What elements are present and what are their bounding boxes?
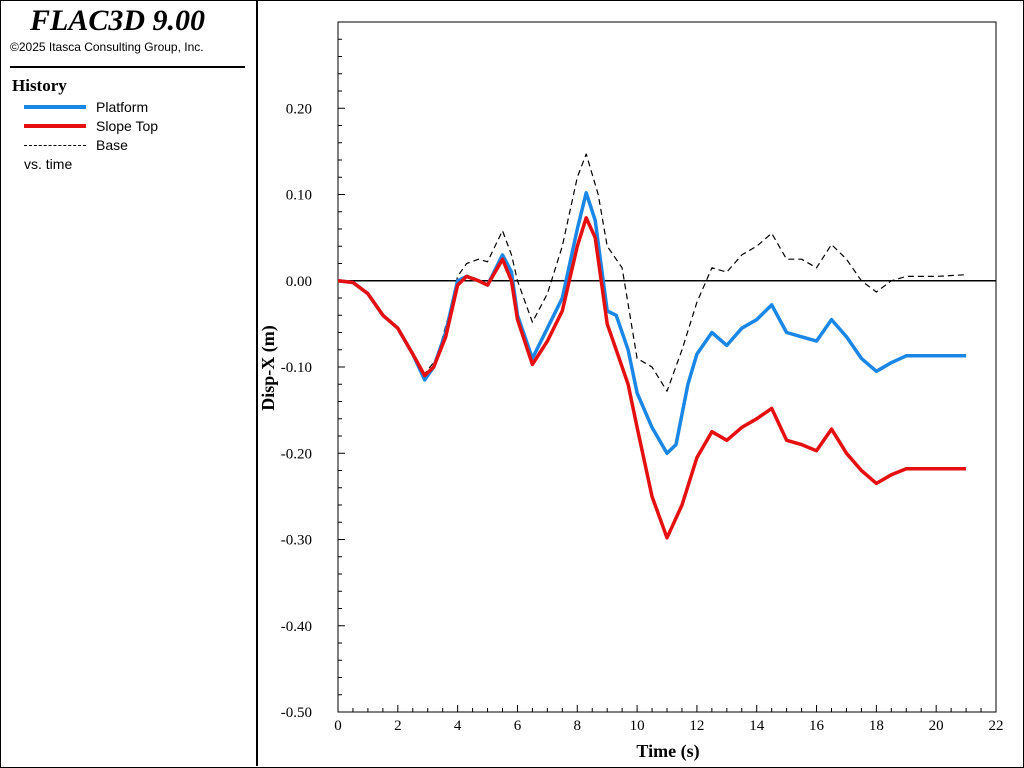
x-tick-label: 10: [630, 718, 645, 734]
app-title: FLAC3D 9.00: [30, 4, 206, 37]
y-tick-label: -0.50: [281, 705, 312, 721]
x-tick-label: 18: [869, 718, 884, 734]
x-tick-label: 2: [394, 718, 402, 734]
y-tick-label: -0.10: [281, 360, 312, 376]
legend-label-slope-top: Slope Top: [96, 118, 159, 134]
x-tick-label: 8: [574, 718, 582, 734]
x-axis-title: Time (s): [636, 741, 699, 762]
history-plot: 0 2 4 6 8 10 12 14 16 18 20 22 -0.50 -0.40 -0.30 -0.20 -…: [258, 21, 1004, 762]
x-tick-label: 6: [514, 718, 522, 734]
y-axis-title: Disp-X (m): [258, 325, 279, 411]
series-line-base: [337, 153, 967, 392]
slope-top-swatch: [24, 124, 86, 128]
series-line-slope-top: [337, 216, 967, 540]
copyright-text: ©2025 Itasca Consulting Group, Inc.: [10, 40, 204, 54]
x-tick-label: 14: [749, 718, 765, 734]
legend-label-base: Base: [96, 137, 128, 153]
legend-panel: FLAC3D 9.00 ©2025 Itasca Consulting Grou…: [0, 0, 258, 766]
base-swatch: [24, 145, 86, 146]
y-tick-label: -0.30: [281, 533, 312, 549]
x-tick-label: 22: [989, 718, 1004, 734]
y-tick-label: 0.00: [286, 274, 312, 290]
legend-label-platform: Platform: [96, 99, 149, 115]
series-line-platform: [337, 191, 967, 456]
y-tick-label: -0.20: [281, 446, 312, 462]
x-tick-label: 16: [809, 718, 825, 734]
y-tick-label: 0.10: [286, 188, 312, 204]
x-tick-label: 0: [334, 718, 342, 734]
x-tick-label: 20: [929, 718, 944, 734]
y-tick-label: 0.20: [286, 101, 312, 117]
history-heading: History: [12, 76, 67, 95]
legend-footer: vs. time: [24, 156, 73, 172]
x-tick-label: 4: [454, 718, 462, 734]
y-tick-label: -0.40: [281, 619, 312, 635]
platform-swatch: [24, 105, 86, 109]
plot-border: [337, 21, 997, 713]
legend-divider: [10, 66, 245, 68]
x-tick-label: 12: [689, 718, 704, 734]
